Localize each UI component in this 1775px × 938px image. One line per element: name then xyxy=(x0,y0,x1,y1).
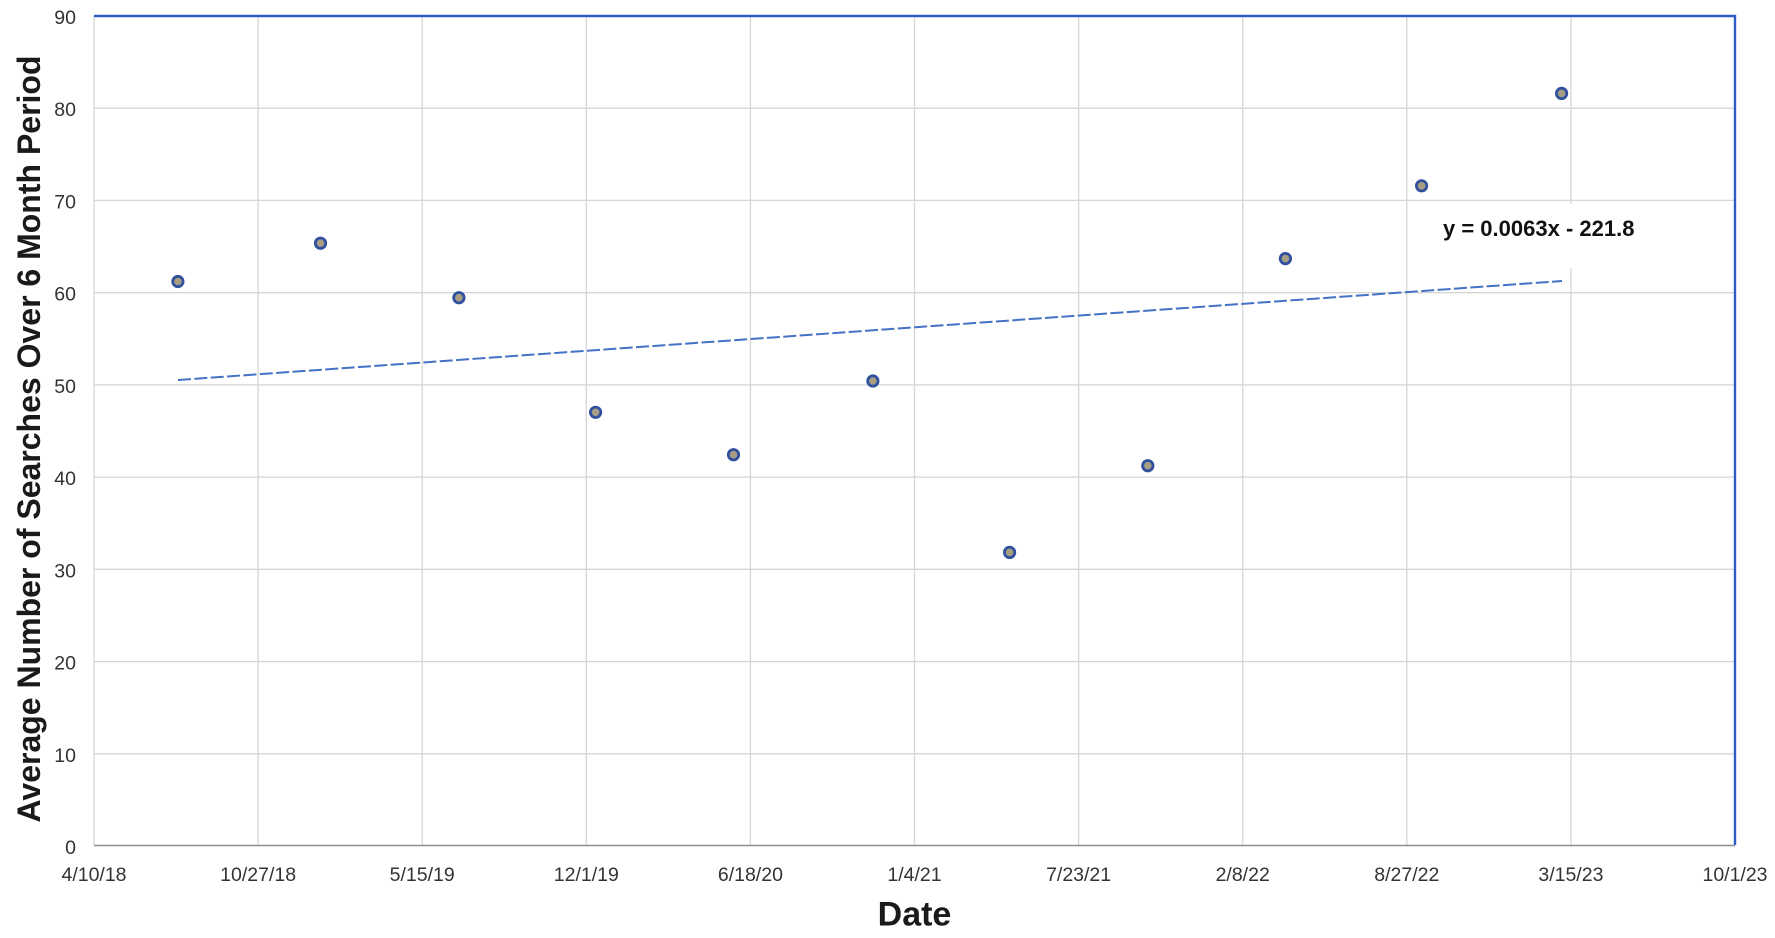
svg-text:10: 10 xyxy=(54,745,76,767)
svg-text:6/18/20: 6/18/20 xyxy=(718,864,783,886)
svg-text:1/4/21: 1/4/21 xyxy=(887,864,941,886)
svg-text:20: 20 xyxy=(54,653,76,675)
svg-text:8/27/22: 8/27/22 xyxy=(1374,864,1439,886)
svg-text:50: 50 xyxy=(54,376,76,398)
svg-text:90: 90 xyxy=(54,7,76,29)
svg-text:y = 0.0063x - 221.8: y = 0.0063x - 221.8 xyxy=(1443,216,1634,241)
svg-text:5/15/19: 5/15/19 xyxy=(390,864,455,886)
svg-text:7/23/21: 7/23/21 xyxy=(1046,864,1111,886)
svg-text:70: 70 xyxy=(54,191,76,213)
svg-text:0: 0 xyxy=(65,837,76,859)
svg-text:10/1/23: 10/1/23 xyxy=(1702,864,1767,886)
svg-text:12/1/19: 12/1/19 xyxy=(554,864,619,886)
svg-text:Date: Date xyxy=(878,896,952,934)
svg-text:Average Number of Searches Ove: Average Number of Searches Over 6 Month … xyxy=(11,55,47,822)
svg-text:60: 60 xyxy=(54,284,76,306)
svg-text:30: 30 xyxy=(54,560,76,582)
svg-text:40: 40 xyxy=(54,468,76,490)
svg-text:4/10/18: 4/10/18 xyxy=(61,864,126,886)
svg-text:2/8/22: 2/8/22 xyxy=(1216,864,1270,886)
svg-text:10/27/18: 10/27/18 xyxy=(220,864,296,886)
svg-text:80: 80 xyxy=(54,99,76,121)
svg-text:3/15/23: 3/15/23 xyxy=(1538,864,1603,886)
